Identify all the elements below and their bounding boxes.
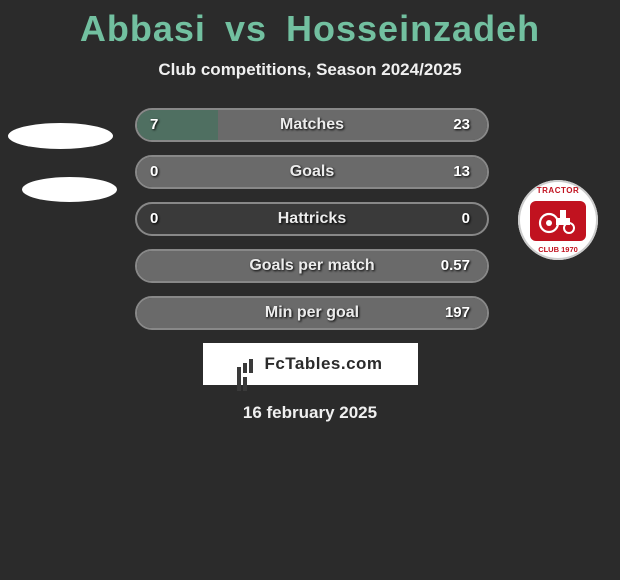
- stat-label: Min per goal: [135, 296, 489, 330]
- stat-row: 723Matches: [0, 108, 620, 142]
- fctables-chart-icon: [237, 355, 259, 373]
- stat-label: Matches: [135, 108, 489, 142]
- stat-row: 00Hattricks: [0, 202, 620, 236]
- stat-label: Goals: [135, 155, 489, 189]
- stats-block: 723Matches 013Goals 00Hattricks 0.57Goals p…: [0, 108, 620, 330]
- vs-label: vs: [225, 8, 267, 49]
- stat-label: Hattricks: [135, 202, 489, 236]
- stat-row: 197Min per goal: [0, 296, 620, 330]
- fctables-panel: FcTables.com: [203, 343, 418, 385]
- subtitle: Club competitions, Season 2024/2025: [0, 60, 620, 80]
- stat-row: 0.57Goals per match: [0, 249, 620, 283]
- stat-row: 013Goals: [0, 155, 620, 189]
- page-title: Abbasi vs Hosseinzadeh: [0, 0, 620, 50]
- player1-name: Abbasi: [80, 8, 206, 49]
- date-label: 16 february 2025: [0, 403, 620, 423]
- stat-label: Goals per match: [135, 249, 489, 283]
- fctables-label: FcTables.com: [264, 354, 382, 374]
- player2-name: Hosseinzadeh: [286, 8, 540, 49]
